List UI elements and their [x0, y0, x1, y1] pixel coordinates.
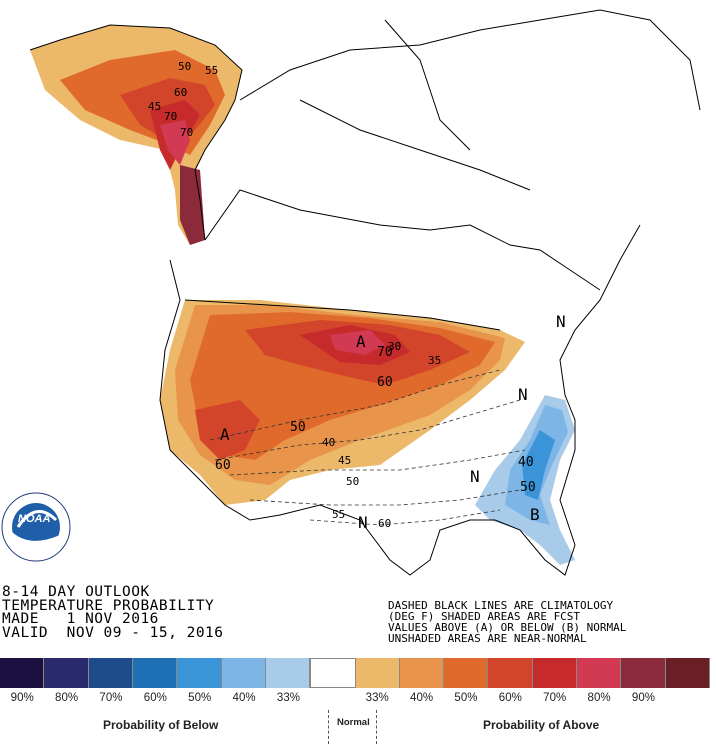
- contour-label: 50: [290, 420, 306, 435]
- outlook-title-block: 8-14 DAY OUTLOOK TEMPERATURE PROBABILITY M…: [2, 584, 224, 641]
- contour-label: 55: [205, 64, 219, 77]
- contour-label: 70: [180, 126, 194, 139]
- note-line: DASHED BLACK LINES ARE CLIMATOLOGY: [388, 599, 614, 612]
- legend-swatch: [577, 658, 622, 688]
- legend-swatch: [488, 658, 533, 688]
- outlook-valid-dates: VALID NOV 09 - 15, 2016: [2, 624, 224, 641]
- alaska-shading: [30, 25, 242, 245]
- legend-swatch: [265, 658, 311, 688]
- legend-swatch: [177, 658, 222, 688]
- legend-color-scale: [0, 658, 710, 688]
- legend-swatch-label: 50%: [188, 692, 212, 704]
- legend-swatch: [621, 658, 666, 688]
- legend-swatch: [310, 658, 356, 688]
- category-letter: N: [556, 312, 566, 331]
- legend-normal-label: Normal: [337, 717, 370, 728]
- contour-label: 70: [377, 345, 393, 360]
- note-line: VALUES ABOVE (A) OR BELOW (B) NORMAL: [388, 621, 627, 634]
- legend-swatch-label: 33%: [276, 692, 300, 704]
- legend-swatch: [44, 658, 89, 688]
- contour-label: 45: [148, 100, 162, 113]
- climatology-lines: [209, 369, 526, 526]
- legend-swatch: [132, 658, 178, 688]
- legend-swatch: [399, 658, 445, 688]
- noaa-logo-text: NOAA: [18, 513, 51, 525]
- legend-swatch-label: 40%: [232, 692, 256, 704]
- legend-swatch-label: 80%: [587, 692, 611, 704]
- legend-swatch-label: 33%: [365, 692, 389, 704]
- contour-label: 70: [164, 110, 178, 123]
- legend-swatch: [444, 658, 489, 688]
- category-letter: N: [470, 467, 480, 486]
- outlook-title: 8-14 DAY OUTLOOK: [2, 584, 150, 600]
- contour-label: 60: [377, 375, 393, 390]
- legend-swatch-label: 90%: [10, 692, 34, 704]
- legend-below-label: Probability of Below: [103, 718, 219, 732]
- outlook-map: [1, 9, 701, 576]
- conus-above-shading: [160, 300, 525, 505]
- contour-label: 40: [518, 455, 534, 470]
- contour-label: 60: [215, 458, 231, 473]
- contour-label: 50: [346, 475, 360, 488]
- outlook-made-date: MADE 1 NOV 2016: [2, 611, 159, 627]
- legend-swatch: [532, 658, 578, 688]
- legend-divider: [328, 710, 329, 744]
- note-line: UNSHADED AREAS ARE NEAR-NORMAL: [388, 632, 587, 645]
- contour-label: 60: [378, 517, 392, 530]
- contour-label: 50: [520, 480, 536, 495]
- noaa-logo: [1, 492, 71, 562]
- contour-label: 40: [322, 436, 336, 449]
- contour-label: 35: [428, 354, 442, 367]
- legend-swatch: [221, 658, 266, 688]
- map-notes: DASHED BLACK LINES ARE CLIMATOLOGY (DEG F…: [388, 600, 626, 644]
- legend-swatch: [665, 658, 710, 688]
- category-letter: N: [358, 513, 368, 532]
- legend-divider: [376, 710, 377, 744]
- legend-scale-labels: 90% 80% 70% 60% 50% 40% 33% 33% 40% 50% 60% 70% 80% 9…: [0, 692, 710, 704]
- coastlines: [29, 9, 701, 576]
- legend-swatch-label: 40%: [410, 692, 434, 704]
- legend-swatch: [0, 658, 45, 688]
- legend-swatch-label: 50%: [454, 692, 478, 704]
- legend-swatch-label: 60%: [143, 692, 167, 704]
- contour-label: 50: [178, 60, 192, 73]
- contour-label: 30: [388, 340, 402, 353]
- map-labels: A A B N N N N 50 55 60 70 70 45 30 35 40…: [148, 60, 566, 532]
- category-letter: A: [220, 425, 230, 444]
- outlook-subtitle: TEMPERATURE PROBABILITY: [2, 597, 215, 614]
- legend-swatch-label: 70%: [99, 692, 123, 704]
- legend-above-label: Probability of Above: [483, 718, 600, 732]
- legend-swatch-label: [311, 692, 355, 704]
- contour-label: 45: [338, 454, 352, 467]
- category-letter: B: [530, 505, 540, 524]
- legend-swatch-label: 60%: [498, 692, 522, 704]
- category-letter: A: [356, 332, 366, 351]
- note-line: (DEG F) SHADED AREAS ARE FCST: [388, 610, 581, 623]
- legend-swatch: [355, 658, 400, 688]
- legend-swatch-label: 70%: [543, 692, 567, 704]
- contour-label: 55: [332, 508, 346, 521]
- legend-swatch: [88, 658, 133, 688]
- legend-swatch-label: 90%: [631, 692, 655, 704]
- contour-label: 60: [174, 86, 188, 99]
- legend-swatch-label: [666, 692, 710, 704]
- legend-swatch-label: 80%: [55, 692, 79, 704]
- category-letter: N: [518, 385, 528, 404]
